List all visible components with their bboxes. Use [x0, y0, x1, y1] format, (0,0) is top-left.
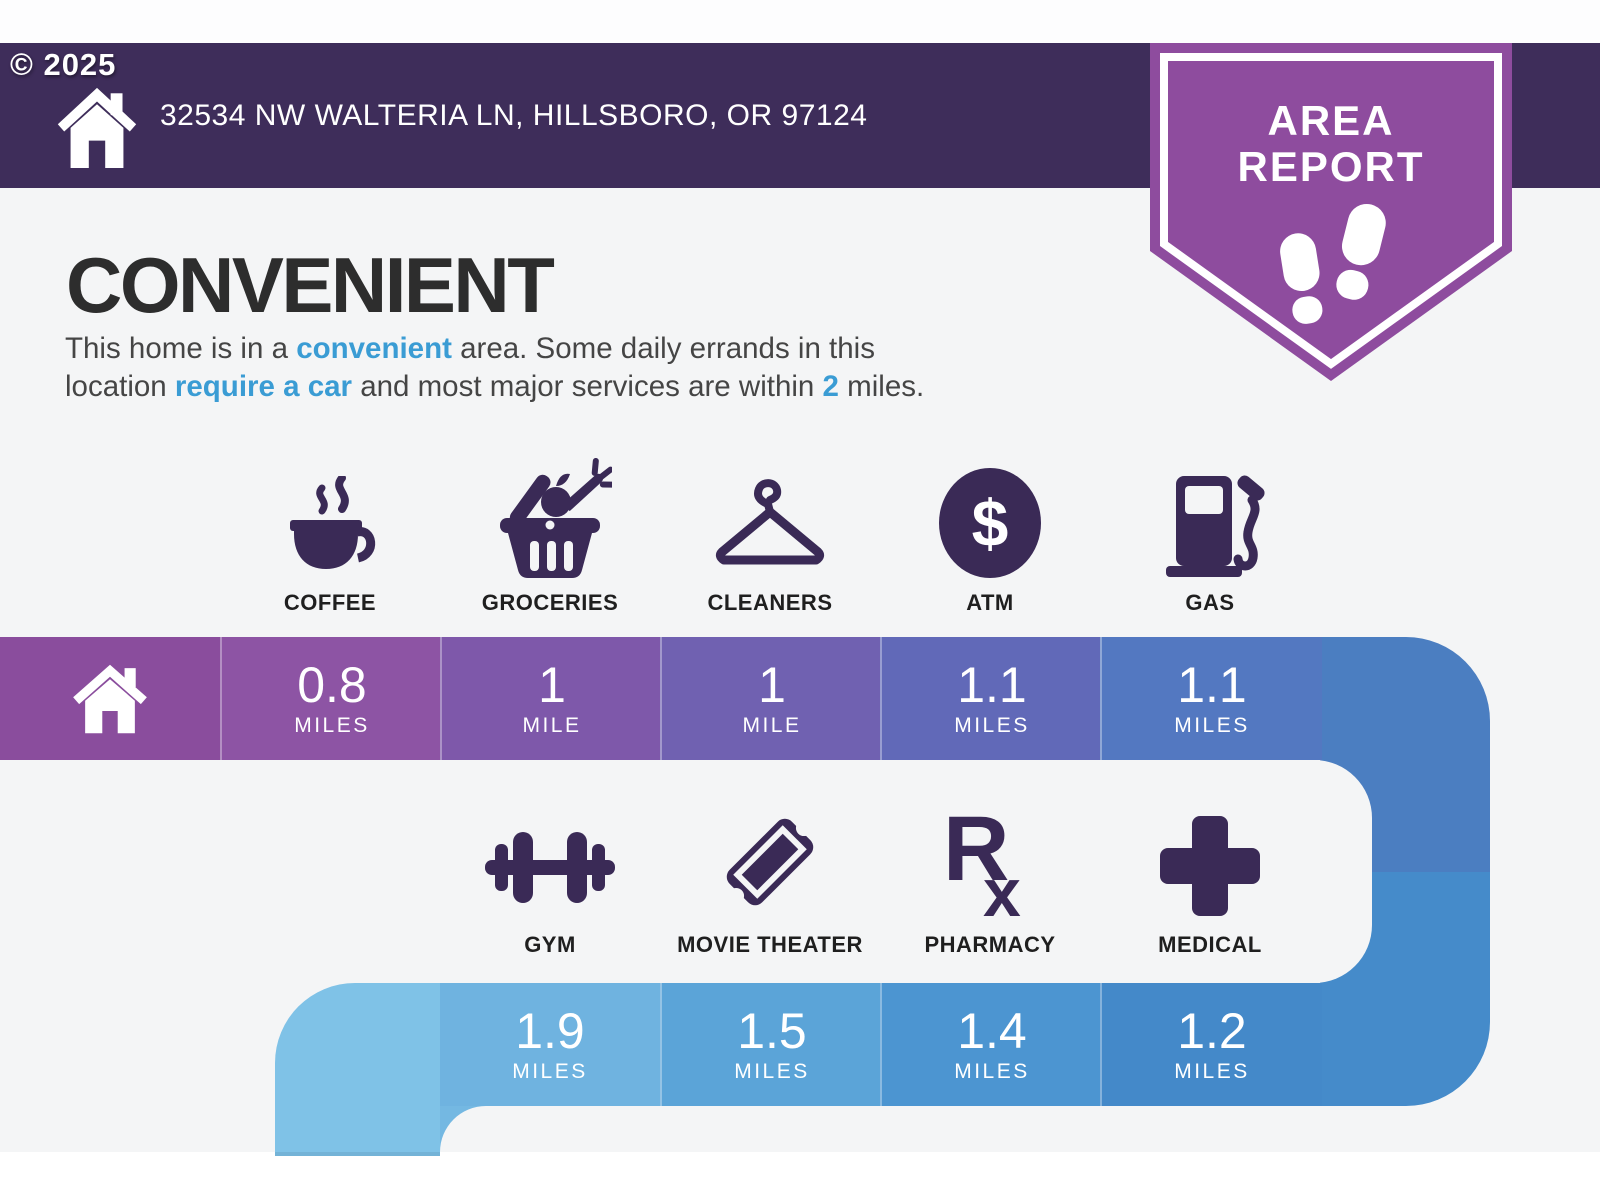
cleaners-unit: MILE: [742, 714, 802, 737]
house-icon: [71, 663, 149, 735]
groceries-icon: [440, 458, 660, 580]
highlight-convenient: convenient: [296, 332, 452, 365]
movie-theater-label: MOVIE THEATER: [677, 932, 863, 957]
gym-distance: 1.9: [515, 1003, 585, 1059]
ticket-icon: [660, 800, 880, 922]
coffee-unit: MILES: [294, 714, 370, 737]
medical-label: MEDICAL: [1158, 932, 1262, 957]
summary-paragraph: This home is in a convenient area. Some …: [65, 330, 1125, 406]
coffee-icon: [220, 458, 440, 580]
medical-unit: MILES: [1174, 1060, 1250, 1083]
amenity-gym: GYM: [440, 800, 660, 958]
segment-cleaners: 1 MILE: [660, 637, 882, 760]
gas-distance: 1.1: [1177, 657, 1247, 713]
badge-line-1: AREA: [1267, 97, 1395, 144]
page-title: CONVENIENT: [66, 241, 555, 329]
house-icon: [56, 81, 138, 173]
segment-coffee: 0.8 MILES: [220, 637, 442, 760]
cleaners-distance: 1: [758, 657, 786, 713]
ribbon-inner-cut-right: [900, 760, 1372, 983]
atm-label: ATM: [966, 590, 1014, 615]
home-segment: [0, 637, 220, 760]
svg-text:$: $: [972, 486, 1009, 560]
pharmacy-unit: MILES: [954, 1060, 1030, 1083]
amenity-pharmacy: R x PHARMACY: [880, 800, 1100, 958]
gas-label: GAS: [1185, 590, 1235, 615]
highlight-require-a-car: require a car: [174, 370, 352, 403]
atm-dollar-icon: $: [880, 458, 1100, 580]
amenity-medical: MEDICAL: [1100, 800, 1320, 958]
pharmacy-label: PHARMACY: [924, 932, 1056, 957]
pharmacy-distance: 1.4: [957, 1003, 1027, 1059]
gas-pump-icon: [1100, 458, 1320, 580]
atm-distance: 1.1: [957, 657, 1027, 713]
property-address: 32534 NW WALTERIA LN, HILLSBORO, OR 9712…: [160, 98, 868, 132]
ribbon-inner-cut-left: [440, 1106, 1040, 1152]
highlight-2-miles: 2: [822, 370, 839, 403]
amenity-coffee: COFFEE: [220, 458, 440, 616]
dumbbell-icon: [440, 800, 660, 922]
amenity-movie-theater: MOVIE THEATER: [660, 800, 880, 958]
gym-unit: MILES: [512, 1060, 588, 1083]
badge-ribbon-shape: [1150, 43, 1512, 381]
segment-groceries: 1 MILE: [440, 637, 662, 760]
area-report-badge: AREA REPORT: [1150, 43, 1512, 381]
coffee-distance: 0.8: [297, 657, 367, 713]
segment-movie-theater: 1.5 MILES: [660, 983, 882, 1106]
badge-line-2: REPORT: [1237, 143, 1425, 190]
atm-unit: MILES: [954, 714, 1030, 737]
summary-line-1: This home is in a convenient area. Some …: [65, 332, 875, 365]
gas-unit: MILES: [1174, 714, 1250, 737]
cleaners-label: CLEANERS: [707, 590, 833, 615]
amenity-cleaners: CLEANERS: [660, 458, 880, 616]
footprints-icon: [1266, 201, 1396, 331]
segment-gas: 1.1 MILES: [1100, 637, 1322, 760]
groceries-unit: MILE: [522, 714, 582, 737]
top-margin: [0, 0, 1600, 43]
medical-cross-icon: [1100, 800, 1320, 922]
segment-atm: 1.1 MILES: [880, 637, 1102, 760]
segment-pharmacy: 1.4 MILES: [880, 983, 1102, 1106]
ribbon-left-down-strip: [275, 983, 440, 1156]
amenity-atm: $ ATM: [880, 458, 1100, 616]
medical-distance: 1.2: [1177, 1003, 1247, 1059]
segment-medical: 1.2 MILES: [1100, 983, 1322, 1106]
svg-text:x: x: [983, 855, 1021, 922]
groceries-label: GROCERIES: [481, 590, 619, 615]
coffee-label: COFFEE: [283, 590, 377, 615]
amenity-groceries: GROCERIES: [440, 458, 660, 616]
groceries-distance: 1: [538, 657, 566, 713]
movie-theater-distance: 1.5: [737, 1003, 807, 1059]
amenity-gas: GAS: [1100, 458, 1320, 616]
copyright-text: © 2025: [10, 47, 117, 82]
bottom-margin: [0, 1152, 1600, 1200]
movie-theater-unit: MILES: [734, 1060, 810, 1083]
svg-text:R: R: [943, 802, 1009, 900]
summary-line-2: location require a car and most major se…: [65, 370, 925, 403]
hanger-icon: [660, 458, 880, 580]
gym-label: GYM: [524, 932, 576, 957]
segment-gym: 1.9 MILES: [440, 983, 660, 1106]
rx-icon: R x: [880, 800, 1100, 922]
